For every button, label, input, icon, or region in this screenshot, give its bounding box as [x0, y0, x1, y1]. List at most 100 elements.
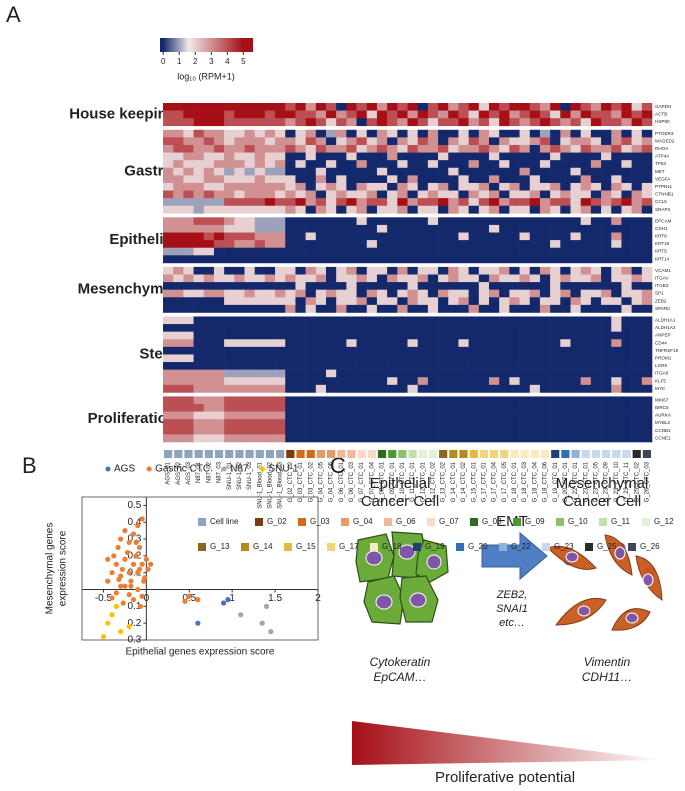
heatmap-cell	[193, 274, 205, 283]
heatmap-cell	[315, 289, 327, 298]
heatmap-cell	[387, 354, 398, 363]
heatmap-cell	[336, 190, 347, 199]
heatmap-cell	[580, 240, 592, 249]
heatmap-cell	[458, 324, 469, 332]
heatmap-cell	[264, 354, 276, 363]
heatmap-cell	[224, 129, 235, 138]
heatmap-cell	[539, 175, 551, 184]
heatmap-cell	[183, 217, 194, 226]
heatmap-cell	[264, 110, 276, 119]
heatmap-cell	[346, 354, 357, 363]
heatmap-cell	[326, 339, 337, 348]
heatmap-cell	[560, 190, 571, 199]
heatmap-cell	[438, 144, 449, 153]
heatmap-cell	[529, 411, 541, 420]
heatmap-cell	[376, 426, 388, 435]
heatmap-cell	[539, 282, 551, 290]
heatmap-cell	[326, 324, 337, 332]
column-label: G_07_CTC_04	[369, 461, 375, 502]
heatmap-cell	[234, 282, 245, 290]
group-label: Mesenchymal	[78, 281, 176, 298]
heatmap-cell	[163, 346, 174, 355]
heatmap-cell	[346, 404, 357, 412]
heatmap-cell	[376, 266, 388, 275]
heatmap-cell	[213, 426, 225, 435]
heatmap-cell	[203, 240, 215, 249]
heatmap-cell	[163, 434, 174, 443]
heatmap-cell	[489, 160, 500, 169]
heatmap-cell	[397, 426, 408, 435]
heatmap-cell	[346, 198, 357, 207]
heatmap-cell	[458, 434, 469, 443]
heatmap-cell	[387, 362, 398, 370]
point	[105, 620, 111, 626]
heatmap-cell	[346, 411, 357, 420]
heatmap-cell	[539, 404, 551, 412]
heatmap-cell	[590, 129, 602, 138]
heatmap-cell	[580, 419, 592, 428]
sample-group-swatch	[164, 450, 173, 458]
heatmap-cell	[244, 369, 255, 378]
heatmap-cell	[366, 266, 378, 275]
heatmap-cell	[570, 362, 581, 370]
point	[122, 583, 128, 589]
heatmap-cell	[193, 369, 205, 378]
heatmap-cell	[213, 205, 225, 214]
heatmap-cell	[234, 255, 245, 264]
heatmap-cell	[326, 182, 337, 191]
heatmap-cell	[590, 369, 602, 378]
point	[148, 561, 154, 567]
heatmap-cell	[448, 282, 459, 290]
heatmap-cell	[193, 144, 205, 153]
heatmap-cell	[499, 266, 510, 275]
legend-label: G_06	[396, 517, 416, 526]
heatmap-cell	[560, 232, 571, 241]
heatmap-cell	[203, 247, 215, 256]
heatmap-cell	[570, 426, 581, 435]
heatmap-cell	[173, 110, 184, 119]
heatmap-cell	[397, 129, 408, 138]
heatmap-cell	[213, 354, 225, 363]
heatmap-cell	[529, 304, 541, 313]
heatmap-cell	[346, 434, 357, 443]
heatmap-cell	[611, 354, 622, 363]
heatmap-cell	[621, 240, 632, 249]
heatmap-cell	[499, 404, 510, 412]
heatmap-cell	[458, 167, 469, 176]
heatmap-cell	[366, 232, 378, 241]
column-label: G_17_CTC_01	[481, 461, 487, 502]
heatmap-cell	[478, 118, 490, 127]
heatmap-cell	[244, 247, 255, 256]
heatmap-cell	[499, 419, 510, 428]
heatmap-cell	[285, 316, 296, 325]
heatmap-cell	[590, 118, 602, 127]
heatmap-cell	[468, 129, 480, 138]
heatmap-cell	[489, 103, 500, 111]
heatmap-cell	[631, 255, 643, 264]
heatmap-cell	[254, 354, 266, 363]
heatmap-cell	[590, 282, 602, 290]
heatmap-cell	[631, 247, 643, 256]
heatmap-cell	[478, 182, 490, 191]
heatmap-cell	[346, 224, 357, 233]
heatmap-cell	[163, 175, 174, 184]
heatmap-cell	[315, 297, 327, 306]
heatmap-cell	[376, 384, 388, 393]
heatmap-cell	[539, 144, 551, 153]
heatmap-cell	[336, 297, 347, 306]
heatmap-cell	[458, 331, 469, 340]
heatmap-cell	[366, 346, 378, 355]
heatmap-cell	[590, 198, 602, 207]
heatmap-cell	[611, 160, 622, 169]
heatmap-cell	[448, 289, 459, 298]
heatmap-cell	[560, 224, 571, 233]
heatmap-cell	[275, 144, 286, 153]
heatmap-cell	[356, 103, 368, 111]
marker: Vimentin	[584, 655, 631, 669]
heatmap-cell	[539, 289, 551, 298]
heatmap-cell	[478, 304, 490, 313]
heatmap-cell	[376, 362, 388, 370]
heatmap-cell	[387, 346, 398, 355]
heatmap-cell	[499, 377, 510, 386]
heatmap-cell	[275, 316, 286, 325]
